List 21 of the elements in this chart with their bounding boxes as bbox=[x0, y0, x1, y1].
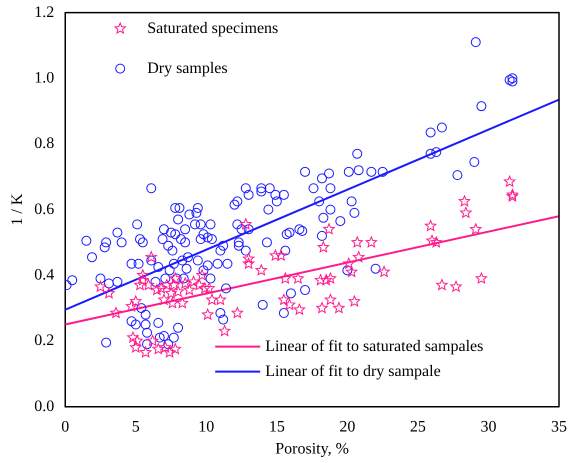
x-tick-label: 30 bbox=[480, 418, 496, 436]
legend-label: Saturated specimens bbox=[147, 20, 278, 37]
x-tick-label: 5 bbox=[132, 418, 140, 436]
y-tick-label: 0.4 bbox=[34, 266, 54, 284]
y-tick-label: 0.8 bbox=[34, 135, 54, 152]
x-tick-label: 35 bbox=[551, 418, 567, 436]
x-axis-title: Porosity, % bbox=[275, 440, 349, 458]
y-tick-label: 1.0 bbox=[34, 69, 54, 86]
x-tick-label: 0 bbox=[61, 418, 70, 436]
y-axis-title: 1 / K bbox=[8, 193, 26, 226]
y-tick-label: 0.0 bbox=[34, 398, 54, 415]
legend-label: Linear of fit to dry sampale bbox=[265, 362, 441, 380]
x-tick-label: 10 bbox=[198, 418, 214, 436]
legend-label: Linear of fit to saturated sampales bbox=[265, 338, 484, 355]
x-tick-label: 15 bbox=[268, 418, 285, 436]
x-tick-label: 20 bbox=[339, 418, 356, 436]
x-tick-label: 25 bbox=[410, 418, 426, 436]
y-tick-label: 0.2 bbox=[34, 332, 54, 350]
y-tick-label: 0.6 bbox=[34, 200, 54, 218]
legend-label: Dry samples bbox=[147, 60, 228, 77]
y-tick-label: 1.2 bbox=[34, 4, 54, 21]
